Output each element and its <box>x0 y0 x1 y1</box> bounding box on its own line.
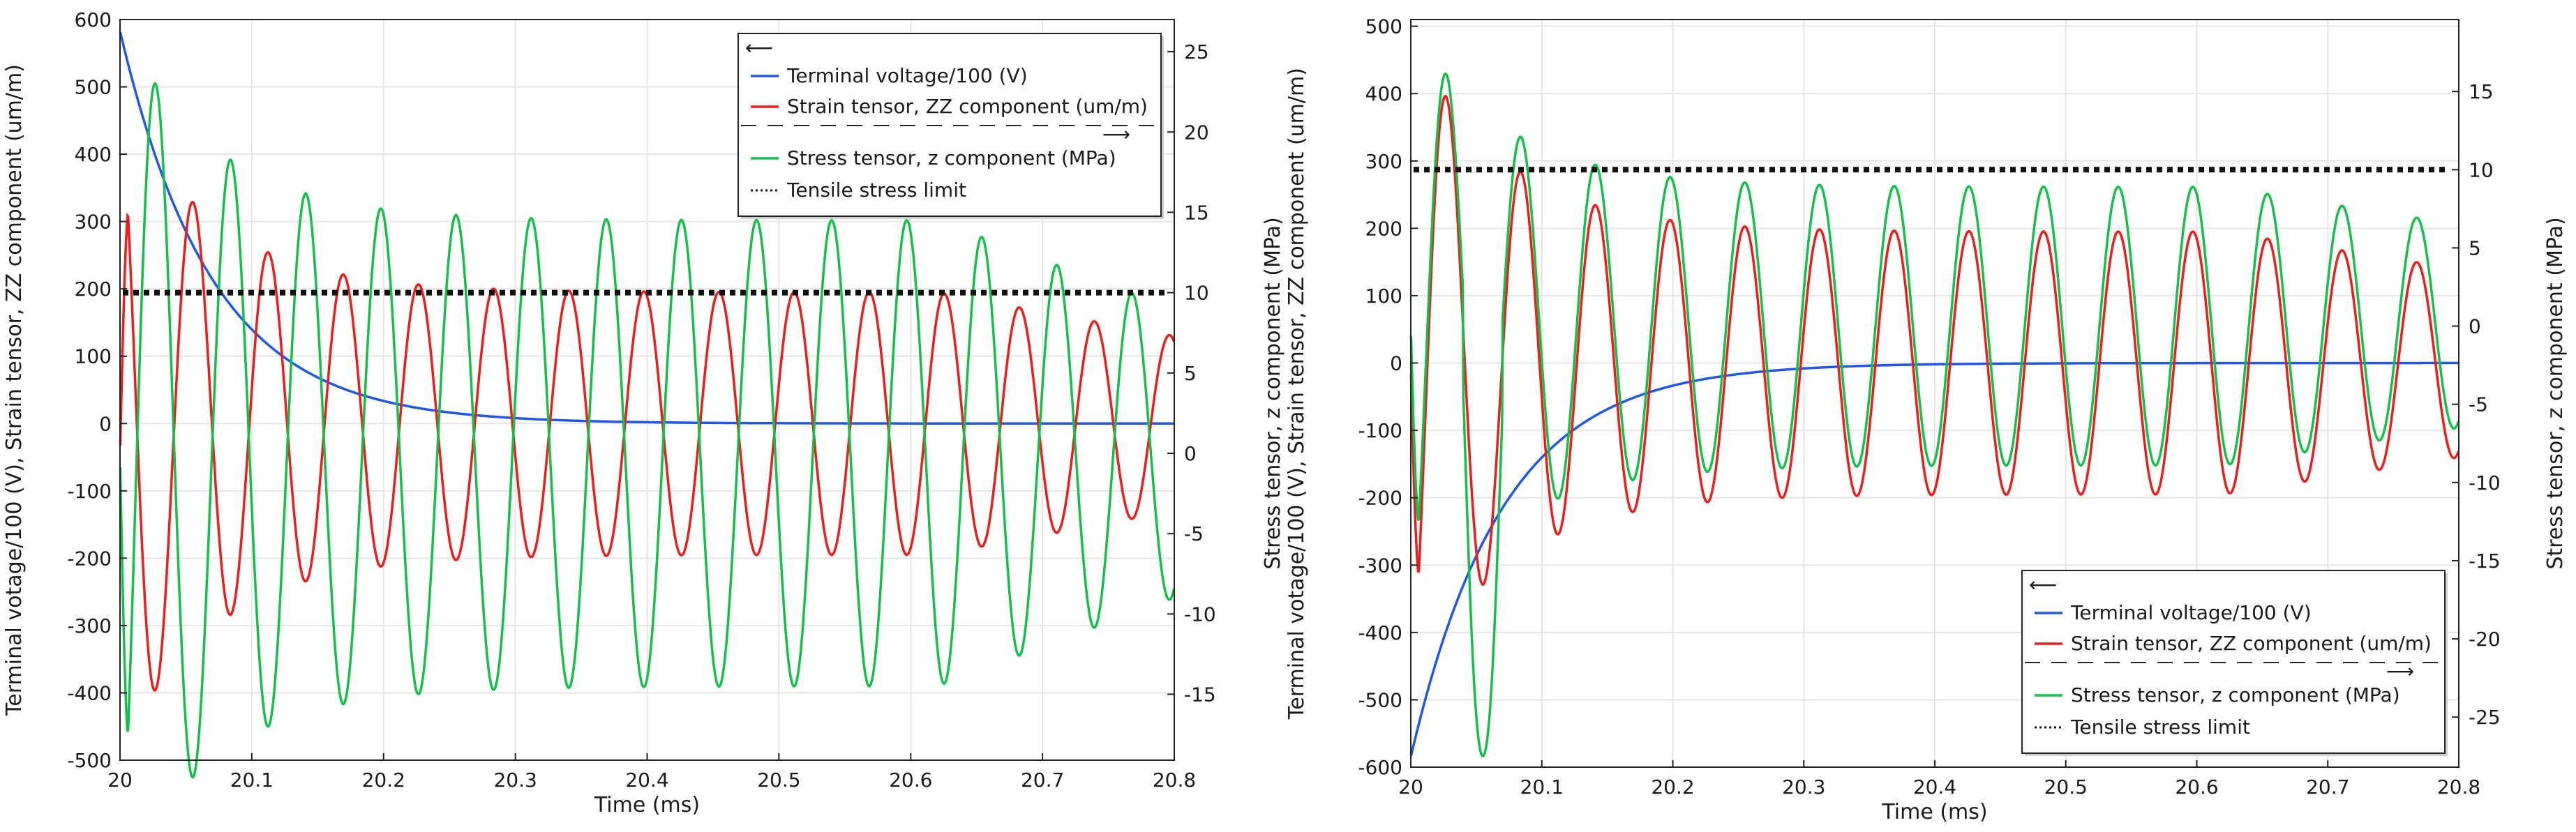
legend: ⟵ ⟶ Terminal voltage/100 (V) Strain tensor,… <box>2021 570 2448 756</box>
y2-tick-label: -25 <box>2469 706 2501 729</box>
y2-tick-label: 10 <box>1184 282 1209 305</box>
x-tick-label: 20.5 <box>757 769 800 792</box>
x-tick-label: 20.2 <box>362 769 405 792</box>
legend-right-axis-arrow: ⟶ <box>1102 123 1130 146</box>
x-tick-label: 20.6 <box>2175 776 2218 799</box>
legend-right-axis-arrow: ⟶ <box>2386 660 2414 683</box>
x-tick-label: 20.2 <box>1651 776 1694 799</box>
y-tick-label: -100 <box>1358 419 1402 442</box>
left-chart: 20 20.1 20.2 20.3 20.4 20.5 20.6 20.7 20.8600500… <box>2 8 1216 817</box>
y-tick-label: -600 <box>1358 756 1402 779</box>
legend: ⟵ ⟶ Terminal voltage/100 (V) Strain tensor,… <box>737 33 1164 219</box>
legend-label: Terminal voltage/100 (V) <box>2070 601 2312 624</box>
legend-label: Stress tensor, z component (MPa) <box>787 146 1116 169</box>
y-tick-label: 500 <box>75 76 112 99</box>
y-tick-label: -400 <box>1358 621 1402 644</box>
x-tick-label: 20.3 <box>493 769 537 792</box>
y-tick-label: -500 <box>1358 688 1402 711</box>
y-tick-label: -500 <box>67 749 112 772</box>
legend-left-axis-arrow: ⟵ <box>745 36 773 59</box>
x-axis-title: Time (ms) <box>1881 800 1987 824</box>
y-tick-label: -100 <box>67 480 112 503</box>
y-tick-label: 300 <box>1365 150 1402 173</box>
series-strain-zz-line <box>1409 94 2460 587</box>
y-tick-label: 100 <box>1365 285 1402 308</box>
x-tick-label: 20.4 <box>625 769 668 792</box>
y-tick-label: -300 <box>1358 554 1402 577</box>
x-tick-label: 20.3 <box>1782 776 1825 799</box>
y2-tick-label: -10 <box>1184 603 1216 626</box>
y2-tick-label: -15 <box>2469 550 2501 573</box>
y-tick-label: 500 <box>1365 15 1402 38</box>
right-chart: 20 20.1 20.2 20.3 20.4 20.5 20.6 20.7 20.8500400… <box>1261 15 2568 824</box>
y2-tick-label: -20 <box>2469 628 2501 651</box>
y2-tick-label: 15 <box>2469 80 2494 103</box>
series-stress-z-line <box>119 82 1176 779</box>
y-axis-title: Terminal votage/100 (V), Strain tensor, … <box>2 64 27 716</box>
y-tick-label: 100 <box>75 345 112 368</box>
y-tick-label: 400 <box>1365 82 1402 105</box>
y-tick-label: -400 <box>67 681 112 704</box>
x-tick-label: 20 <box>1398 776 1423 799</box>
y2-tick-label: -5 <box>2469 393 2488 416</box>
y2-tick-label: 10 <box>2469 158 2494 181</box>
x-tick-label: 20.7 <box>2306 776 2349 799</box>
y-axis-secondary-title: Stress tensor, z component (MPa) <box>1261 217 1285 569</box>
x-tick-label: 20.1 <box>230 769 274 792</box>
y-tick-label: 300 <box>75 211 112 234</box>
y2-tick-label: 25 <box>1184 40 1209 63</box>
x-tick-label: 20.4 <box>1913 776 1956 799</box>
series-terminal-voltage-line <box>1409 361 2459 757</box>
y2-tick-label: 5 <box>1184 362 1197 385</box>
series-stress-z-line <box>1409 72 2460 758</box>
legend-label: Strain tensor, ZZ component (um/m) <box>2071 632 2432 655</box>
y2-tick-label: 5 <box>2469 236 2481 259</box>
y2-tick-label: -15 <box>1184 683 1216 706</box>
x-axis-title: Time (ms) <box>594 793 700 817</box>
y-tick-label: 200 <box>1365 217 1402 240</box>
y-tick-label: 200 <box>75 278 112 301</box>
x-tick-label: 20.5 <box>2044 776 2088 799</box>
series-strain-zz-line <box>119 200 1176 692</box>
legend-label: Tensile stress limit <box>2070 716 2250 739</box>
y-tick-label: 0 <box>99 412 112 435</box>
x-tick-label: 20.7 <box>1021 769 1064 792</box>
x-tick-label: 20.8 <box>2437 776 2480 799</box>
y-tick-label: 600 <box>75 8 112 31</box>
y-tick-label: 0 <box>1390 352 1402 375</box>
x-tick-label: 20 <box>107 769 133 792</box>
y2-tick-label: 0 <box>2469 315 2481 338</box>
y-tick-label: -300 <box>67 614 112 637</box>
y2-tick-label: 0 <box>1184 442 1197 465</box>
legend-left-axis-arrow: ⟵ <box>2029 573 2057 596</box>
y2-axis-title: Stress tensor, z component (MPa) <box>2543 217 2568 569</box>
x-tick-label: 20.6 <box>889 769 932 792</box>
legend-label: Stress tensor, z component (MPa) <box>2071 683 2400 706</box>
legend-label: Strain tensor, ZZ component (um/m) <box>787 95 1148 118</box>
y-tick-label: -200 <box>67 547 112 570</box>
y-tick-label: -200 <box>1358 487 1402 510</box>
x-tick-label: 20.8 <box>1153 769 1196 792</box>
y-tick-label: 400 <box>75 143 112 166</box>
y2-tick-label: -10 <box>2469 471 2501 494</box>
y2-tick-label: -5 <box>1184 522 1204 545</box>
legend-label: Terminal voltage/100 (V) <box>786 64 1028 87</box>
y-axis-title: Terminal votage/100 (V), Strain tensor, … <box>1285 68 1309 720</box>
x-tick-label: 20.1 <box>1520 776 1564 799</box>
y2-tick-label: 20 <box>1184 121 1209 144</box>
legend-label: Tensile stress limit <box>786 179 966 202</box>
y2-tick-label: 15 <box>1184 201 1209 224</box>
